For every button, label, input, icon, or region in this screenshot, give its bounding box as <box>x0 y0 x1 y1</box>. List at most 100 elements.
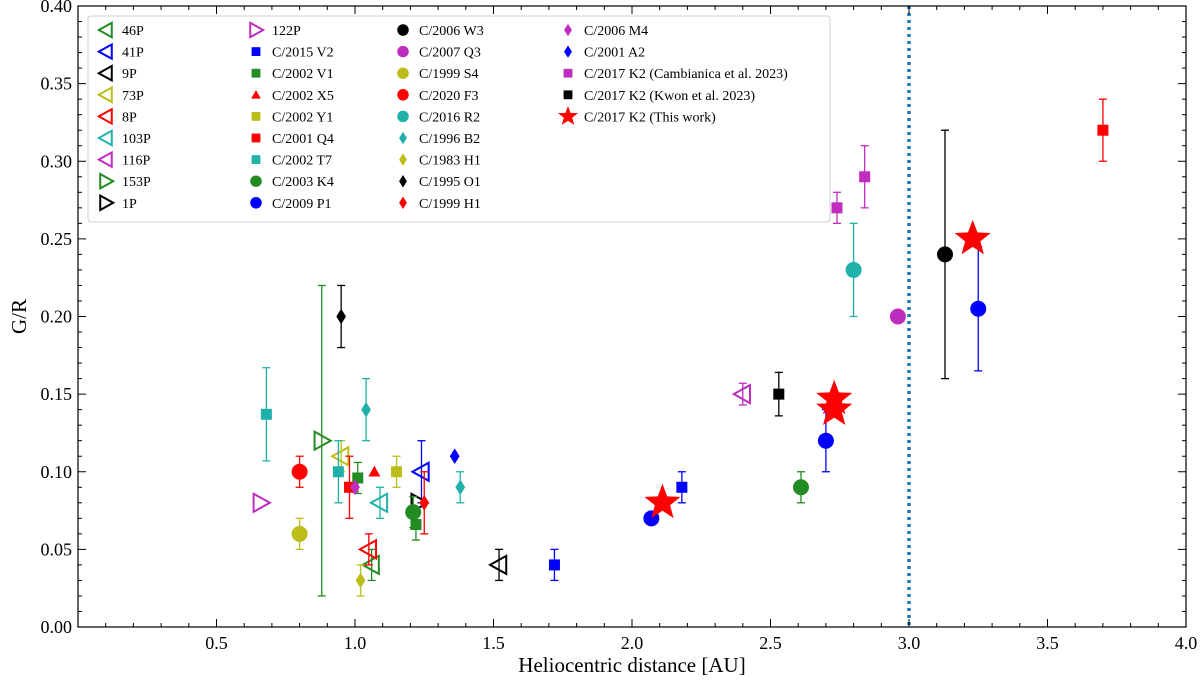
data-point <box>455 479 466 496</box>
legend-marker <box>399 196 407 210</box>
data-point <box>419 495 430 511</box>
legend-marker <box>399 174 407 188</box>
data-point <box>831 202 843 214</box>
legend-label: 9P <box>122 67 137 82</box>
y-tick-label: 0.15 <box>41 384 73 404</box>
series-103p <box>368 486 389 519</box>
legend-item: 122P <box>249 21 301 39</box>
legend-label: C/2006 W3 <box>419 24 484 39</box>
x-tick-label: 2.0 <box>621 633 644 653</box>
data-point <box>350 479 360 496</box>
legend-item: C/1999 S4 <box>397 67 479 82</box>
series-c-2007-q3 <box>889 308 906 325</box>
data-point <box>954 219 991 255</box>
legend-marker <box>96 129 113 147</box>
y-tick-label: 0.35 <box>41 74 73 94</box>
legend-marker <box>397 89 409 101</box>
legend-item: C/2017 K2 (This work) <box>558 105 716 125</box>
series-c-2017-k2-cambianica-et-al-2023 <box>831 145 871 225</box>
data-point <box>1097 124 1109 136</box>
axes: 0.5 1.0 1.5 2.0 2.5 3.0 3.5 4.0 0.00 0.05 0.10 0.15… <box>7 0 1197 677</box>
legend-label: C/2003 K4 <box>272 175 334 190</box>
legend-marker <box>563 68 573 78</box>
legend-item: C/2002 V1 <box>251 67 334 82</box>
legend-label: 46P <box>122 24 144 39</box>
legend-label: C/2020 F3 <box>419 89 479 104</box>
y-tick-label: 0.30 <box>41 151 73 171</box>
data-point <box>410 519 422 531</box>
legend-item: 8P <box>96 107 137 125</box>
data-point <box>816 379 853 415</box>
series-c-1995-o1 <box>336 284 347 349</box>
data-point <box>816 390 853 426</box>
data-point <box>792 479 809 496</box>
legend-label: C/2017 K2 (Cambianica et al. 2023) <box>584 67 788 82</box>
series-c-1999-h1 <box>419 471 430 535</box>
legend-item: C/2017 K2 (Kwon et al. 2023) <box>563 89 755 104</box>
x-tick-label: 2.5 <box>759 633 782 653</box>
data-point <box>405 504 422 521</box>
legend-item: 9P <box>96 64 137 83</box>
legend-marker <box>251 68 261 78</box>
series-116p <box>731 382 751 406</box>
legend-label: C/2002 X5 <box>272 89 334 104</box>
legend-item: C/2002 Y1 <box>251 110 333 125</box>
legend-item: C/2003 K4 <box>250 175 334 190</box>
legend-label: C/2007 Q3 <box>419 46 481 61</box>
data-point <box>845 261 862 278</box>
series-c-1999-s4 <box>291 517 308 551</box>
legend-marker <box>563 90 573 100</box>
legend-marker <box>96 64 113 83</box>
series-1p <box>410 492 430 514</box>
legend-marker <box>399 153 407 166</box>
x-tick-label: 3.5 <box>1036 633 1059 653</box>
legend-marker <box>399 131 407 145</box>
legend-item: C/2009 P1 <box>250 197 332 212</box>
y-tick-label: 0.40 <box>41 0 73 16</box>
data-point <box>313 430 333 452</box>
legend-marker <box>250 175 262 187</box>
legend-label: C/2001 Q4 <box>272 132 334 147</box>
data-point <box>644 483 681 519</box>
legend-item: C/2016 R2 <box>397 110 480 125</box>
legend-item: 73P <box>96 85 144 104</box>
legend-marker <box>251 47 261 56</box>
data-point <box>773 388 785 400</box>
data-point <box>291 525 308 542</box>
legend-marker <box>251 90 261 99</box>
legend-label: C/2017 K2 (Kwon et al. 2023) <box>584 89 755 104</box>
legend-label: C/1999 S4 <box>419 67 479 82</box>
legend-marker <box>397 24 409 36</box>
legend-item: C/2007 Q3 <box>397 46 481 61</box>
series-c-2020-f3 <box>291 455 308 488</box>
y-tick-label: 0.20 <box>41 307 73 327</box>
series-c-2002-y1 <box>391 455 403 488</box>
series-c-2009-p1 <box>643 245 987 527</box>
data-point <box>357 538 378 561</box>
legend-label: C/2002 T7 <box>272 154 332 169</box>
legend-item: C/1996 B2 <box>399 131 480 147</box>
data-point <box>291 463 308 480</box>
data-point <box>252 492 272 514</box>
series-c-2017-k2-kwon-et-al-2023 <box>773 371 785 417</box>
legend-label: 1P <box>122 197 137 212</box>
legend-item: C/1999 H1 <box>399 196 481 212</box>
y-tick-label: 0.05 <box>41 539 73 559</box>
data-point <box>260 408 272 420</box>
legend-marker <box>564 23 572 37</box>
legend-marker <box>397 67 409 79</box>
legend-label: C/2002 Y1 <box>272 110 333 125</box>
series-8p <box>357 533 378 566</box>
legend-label: C/2009 P1 <box>272 197 332 212</box>
data-point <box>355 572 366 589</box>
series-c-2001-a2 <box>449 448 460 465</box>
legend-item: C/2006 M4 <box>564 23 648 39</box>
series-c-2001-q4 <box>343 98 1109 519</box>
legend-item: 116P <box>96 150 150 169</box>
y-tick-label: 0.10 <box>41 462 73 482</box>
x-tick-label: 4.0 <box>1175 633 1198 653</box>
data-point <box>731 383 751 405</box>
legend: 46P 41P 9P 73P 8P 103P 116P 153P 1P 122P C/2015 V2… <box>87 15 831 223</box>
legend-label: 103P <box>122 132 151 147</box>
